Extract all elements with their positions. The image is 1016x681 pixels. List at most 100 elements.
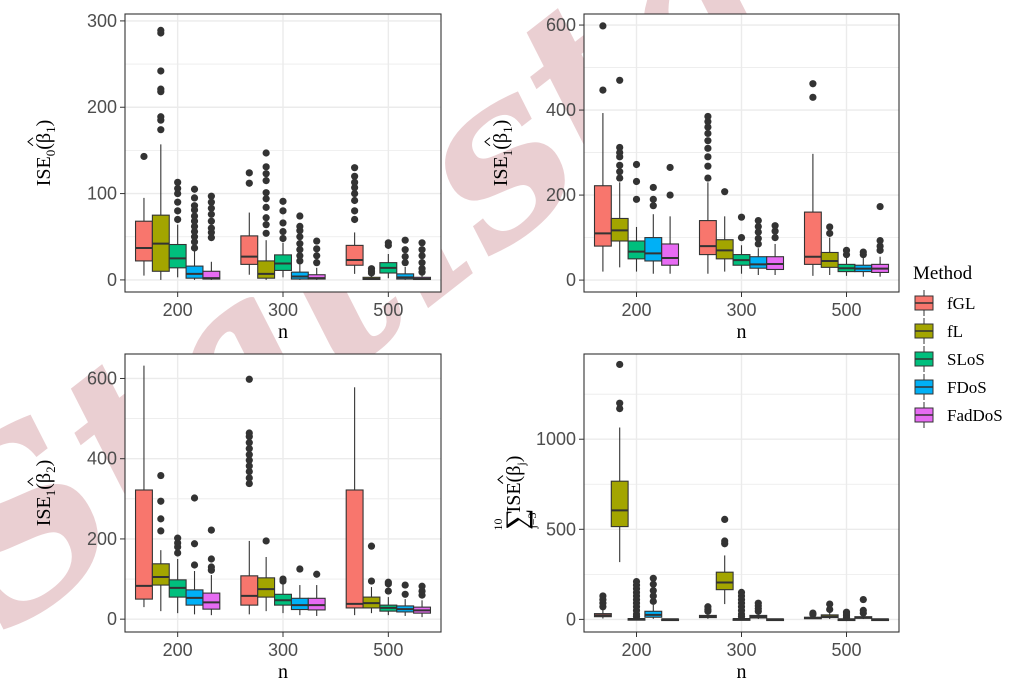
outlier-point bbox=[384, 578, 392, 586]
outlier-point bbox=[207, 217, 215, 225]
x-tick-label: 300 bbox=[726, 640, 756, 660]
outlier-point bbox=[296, 240, 304, 248]
box-body bbox=[134, 220, 153, 262]
outlier-point bbox=[842, 608, 851, 616]
outlier-point bbox=[351, 183, 359, 192]
outlier-point bbox=[599, 592, 607, 600]
outlier-point bbox=[666, 163, 674, 172]
outlier-point bbox=[245, 429, 253, 437]
outlier-point bbox=[157, 113, 165, 121]
outlier-point bbox=[809, 93, 817, 101]
outlier-point bbox=[616, 161, 624, 169]
box-FDoS-500 bbox=[396, 581, 415, 616]
panel-border bbox=[583, 13, 900, 293]
outlier-point bbox=[754, 234, 762, 243]
outlier-point bbox=[174, 207, 182, 215]
outlier-point bbox=[649, 574, 657, 582]
outlier-point bbox=[190, 217, 199, 225]
box-body bbox=[627, 240, 646, 260]
box-SLoS-200 bbox=[627, 160, 646, 272]
box-FadDoS-200 bbox=[202, 526, 221, 616]
outlier-point bbox=[245, 439, 253, 447]
outlier-point bbox=[704, 603, 712, 611]
x-tick-label: 200 bbox=[163, 300, 193, 320]
y-tick-label: 600 bbox=[87, 368, 117, 388]
box-body bbox=[610, 480, 629, 528]
outlier-point bbox=[384, 587, 392, 595]
outlier-point bbox=[279, 219, 287, 227]
outlier-point bbox=[616, 360, 624, 369]
box-FadDoS-300 bbox=[766, 618, 785, 622]
outlier-point bbox=[754, 222, 762, 231]
box-fGL-200 bbox=[593, 592, 612, 619]
outlier-point bbox=[666, 191, 674, 199]
outlier-point bbox=[704, 112, 712, 121]
beta-hat-mark bbox=[484, 137, 491, 147]
outlier-point bbox=[418, 265, 426, 273]
x-axis-title: n bbox=[737, 661, 747, 681]
outlier-point bbox=[174, 198, 182, 206]
box-FadDoS-500 bbox=[413, 582, 432, 618]
outlier-point bbox=[632, 195, 641, 203]
outlier-point bbox=[279, 197, 287, 205]
box-FDoS-200 bbox=[185, 185, 204, 280]
outlier-point bbox=[262, 214, 270, 222]
box-fL-500 bbox=[820, 600, 839, 620]
box-fL-200 bbox=[151, 26, 170, 280]
box-body bbox=[593, 185, 612, 247]
outlier-point bbox=[262, 229, 270, 237]
box-FDoS-500 bbox=[396, 236, 415, 280]
outlier-point bbox=[649, 592, 657, 600]
x-tick-label: 500 bbox=[831, 640, 861, 660]
outlier-point bbox=[207, 204, 215, 212]
outlier-point bbox=[174, 184, 182, 192]
x-axis-title: n bbox=[737, 321, 747, 343]
box-fL-500 bbox=[820, 223, 839, 275]
outlier-point bbox=[616, 76, 624, 84]
outlier-point bbox=[190, 202, 199, 210]
x-tick-label: 500 bbox=[831, 300, 861, 320]
box-FadDoS-500 bbox=[413, 239, 432, 281]
outlier-point bbox=[245, 375, 253, 383]
box-fGL-500 bbox=[345, 164, 364, 274]
y-tick-label: 200 bbox=[87, 529, 117, 549]
outlier-point bbox=[157, 126, 165, 134]
outlier-point bbox=[296, 212, 304, 220]
box-fGL-200 bbox=[593, 22, 612, 272]
outlier-point bbox=[190, 233, 199, 241]
box-body bbox=[698, 220, 717, 256]
outlier-point bbox=[245, 479, 253, 488]
outlier-point bbox=[190, 212, 199, 220]
y-tick-label: 400 bbox=[546, 100, 576, 120]
legend-label: fL bbox=[947, 322, 963, 341]
outlier-point bbox=[190, 238, 199, 246]
outlier-point bbox=[262, 203, 270, 211]
outlier-point bbox=[401, 590, 409, 598]
outlier-point bbox=[616, 174, 624, 182]
outlier-point bbox=[632, 160, 641, 169]
y-tick-label: 100 bbox=[87, 184, 117, 204]
box-body bbox=[257, 260, 276, 279]
box-FDoS-300 bbox=[290, 565, 309, 616]
outlier-point bbox=[245, 462, 253, 470]
outlier-point bbox=[704, 129, 712, 138]
panel-border bbox=[124, 353, 442, 633]
outlier-point bbox=[649, 586, 657, 595]
outlier-point bbox=[859, 248, 867, 256]
x-axis-title: n bbox=[278, 321, 288, 343]
legend: Method fGL fL SLoS FDoS FadDoS bbox=[913, 263, 1003, 428]
outlier-point bbox=[245, 467, 253, 476]
box-body bbox=[749, 256, 768, 269]
y-axis-title-text: ∑j=310ISE(βj) bbox=[491, 456, 539, 531]
outlier-point bbox=[157, 497, 165, 505]
box-SLoS-500 bbox=[837, 246, 856, 276]
box-FadDoS-300 bbox=[307, 570, 326, 616]
outlier-point bbox=[351, 164, 359, 172]
panel-4: 0 500 1000 200 300 500 n ∑j=310ISE(βj) bbox=[491, 353, 900, 681]
outlier-point bbox=[649, 597, 657, 605]
box-FadDoS-300 bbox=[766, 222, 785, 275]
outlier-point bbox=[279, 234, 287, 243]
y-tick-label: 1000 bbox=[536, 429, 576, 449]
box-body bbox=[134, 489, 153, 600]
outlier-point bbox=[616, 168, 624, 176]
